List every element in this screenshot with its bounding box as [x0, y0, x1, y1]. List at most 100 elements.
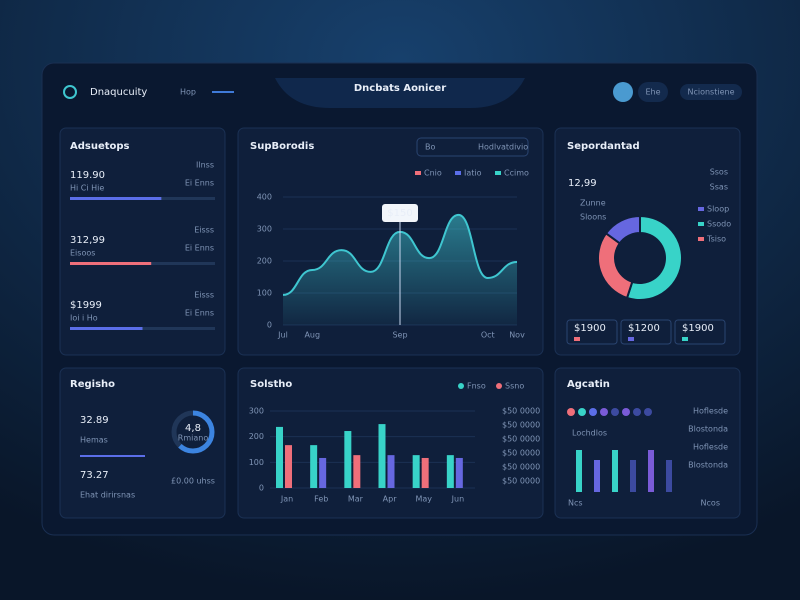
legend-swatch	[455, 171, 461, 175]
x-tick-label: Jun	[451, 495, 465, 504]
regions-card	[59, 367, 226, 519]
y-tick-label: 200	[257, 257, 272, 266]
user-name: Ehe	[645, 88, 660, 97]
user-pill[interactable]	[638, 82, 668, 102]
legend-dot	[611, 408, 619, 416]
x-tick-label: Mar	[348, 495, 364, 504]
legend-swatch	[496, 383, 502, 389]
legend-swatch	[495, 171, 501, 175]
legend-label: Ssodo	[707, 220, 731, 229]
legend-label: Fnso	[467, 382, 486, 391]
region-sub: Hemas	[80, 436, 108, 445]
tag: Lochdlos	[572, 429, 607, 438]
legend-dot	[644, 408, 652, 416]
region-value: 73.27	[80, 470, 109, 481]
logo	[63, 85, 77, 99]
summary-label: Sloons	[580, 213, 606, 222]
activity-card	[554, 367, 741, 519]
tab[interactable]: Hodlvatdivio	[478, 143, 528, 152]
stats-card	[59, 127, 226, 356]
bar	[276, 426, 283, 488]
x-tick-label: May	[415, 495, 432, 504]
side-label: Hoflesde	[693, 443, 728, 452]
footer-value: $1900	[682, 323, 714, 334]
menu-pill[interactable]	[680, 84, 742, 100]
side-label: $50 0000	[502, 463, 540, 472]
activity-bar	[648, 450, 654, 492]
x-tick-label: Sep	[392, 331, 407, 340]
bar	[446, 455, 454, 488]
side-label: Ssos	[710, 168, 728, 177]
footer-swatch	[682, 337, 688, 341]
activity-bar	[594, 460, 600, 492]
bar	[344, 431, 352, 488]
side-label: $50 0000	[502, 421, 540, 430]
summary-label: Zunne	[580, 199, 606, 208]
side-label: Ssas	[710, 183, 728, 192]
legend-swatch	[698, 207, 704, 211]
legend-dot	[589, 408, 597, 416]
donut-slice	[625, 214, 683, 301]
region-note: £0.00 uhss	[171, 477, 215, 486]
bar	[285, 445, 292, 488]
tab[interactable]: Bo	[425, 143, 435, 152]
region-value: 32.89	[80, 415, 109, 426]
footer-swatch	[628, 337, 634, 341]
activity-bar	[576, 450, 582, 492]
y-tick-label: 100	[249, 458, 264, 467]
stat-value: $1999	[70, 300, 102, 311]
bar	[353, 455, 361, 488]
x-tick-label: Oct	[481, 331, 495, 340]
x-tick-label: Jan	[280, 495, 293, 504]
footer-label: Ncs	[568, 499, 583, 508]
stat-sub: Eisoos	[70, 249, 95, 258]
x-tick-label: Apr	[383, 495, 398, 504]
summary-value: 12,99	[568, 178, 597, 189]
card-title: Regisho	[70, 379, 115, 390]
stat-value: 312,99	[70, 235, 105, 246]
region-sub: Ehat dirirsnas	[80, 491, 135, 500]
legend-dot	[567, 408, 575, 416]
legend-label: Ccimo	[504, 169, 529, 178]
legend-swatch	[698, 222, 704, 226]
footer-label: Ncos	[701, 499, 720, 508]
ring-sub: Rmiano	[178, 434, 209, 443]
y-tick-label: 300	[257, 225, 272, 234]
y-tick-label: 300	[249, 407, 264, 416]
legend-label: Iatio	[464, 169, 482, 178]
footer-box	[620, 319, 672, 345]
bar	[319, 457, 327, 488]
stat-side: Ei Enns	[185, 179, 214, 188]
summary-card	[554, 127, 741, 356]
progress-bar	[70, 327, 143, 330]
stat-note: Eisss	[194, 226, 214, 235]
card-title: Agcatin	[567, 379, 610, 390]
progress-bar	[70, 262, 152, 265]
legend-dot	[633, 408, 641, 416]
side-label: $50 0000	[502, 449, 540, 458]
bar	[378, 424, 386, 488]
avatar[interactable]	[613, 82, 633, 102]
stat-note: Ilnss	[196, 161, 214, 170]
ring	[171, 410, 215, 454]
side-label: $50 0000	[502, 435, 540, 444]
bar	[412, 455, 420, 488]
x-tick-label: Nov	[509, 331, 525, 340]
footer-swatch	[574, 337, 580, 341]
legend-label: Tsiso	[706, 235, 726, 244]
stat-side: Ei Enns	[185, 244, 214, 253]
donut-slice	[604, 214, 641, 245]
y-tick-label: 200	[249, 432, 264, 441]
legend-swatch	[458, 383, 464, 389]
y-tick-label: 100	[257, 289, 272, 298]
nav-item[interactable]: Hop	[180, 88, 196, 97]
y-tick-label: 0	[267, 321, 272, 330]
activity-bar	[612, 450, 618, 492]
tabs	[416, 137, 529, 157]
stat-note: Eisss	[194, 291, 214, 300]
legend-swatch	[698, 237, 704, 241]
legend-dot	[578, 408, 586, 416]
legend-dot	[600, 408, 608, 416]
footer-box	[566, 319, 618, 345]
stat-value: 119.90	[70, 170, 105, 181]
